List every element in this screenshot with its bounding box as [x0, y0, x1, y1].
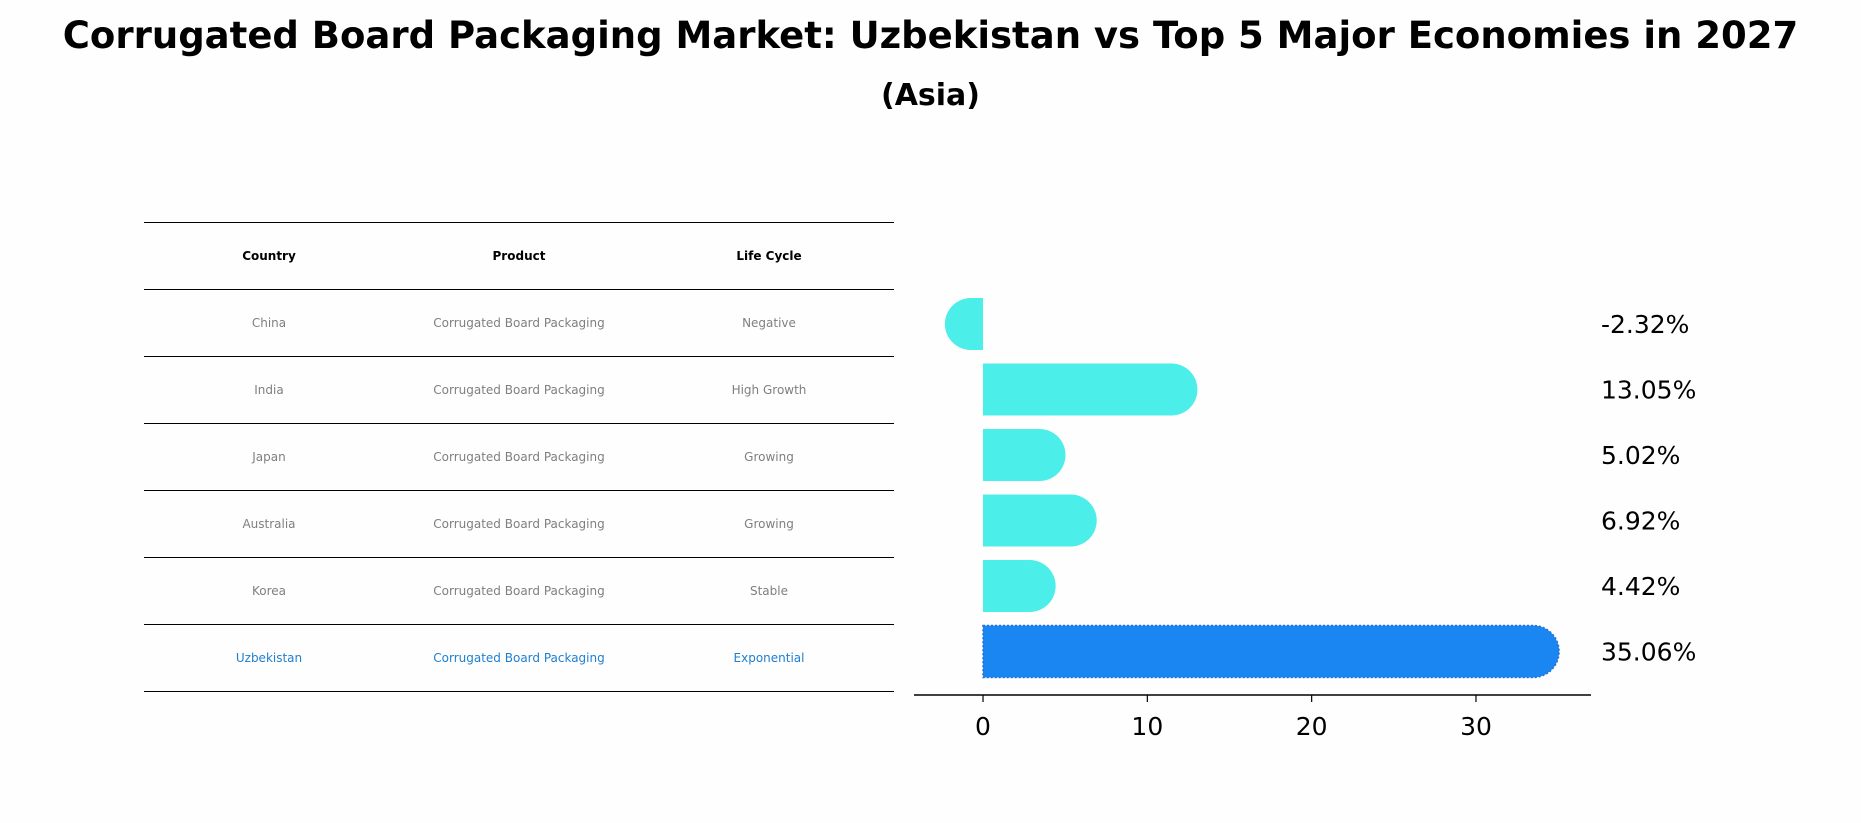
cell-country: Uzbekistan [144, 624, 394, 692]
bar-australia [983, 494, 1097, 547]
table-row: Japan Corrugated Board Packaging Growing [144, 423, 894, 491]
table-row: Australia Corrugated Board Packaging Gro… [144, 490, 894, 558]
cell-life-cycle: Growing [644, 423, 894, 491]
cell-product: Corrugated Board Packaging [394, 624, 644, 692]
header-product: Product [394, 222, 644, 290]
cell-country: India [144, 356, 394, 424]
header-life-cycle: Life Cycle [644, 222, 894, 290]
value-label: -2.32% [1601, 310, 1689, 339]
table-row: Korea Corrugated Board Packaging Stable [144, 557, 894, 625]
cell-product: Corrugated Board Packaging [394, 356, 644, 424]
cell-life-cycle: Growing [644, 490, 894, 558]
table-header-row: Country Product Life Cycle [144, 222, 894, 290]
cell-life-cycle: Exponential [644, 624, 894, 692]
cell-life-cycle: Stable [644, 557, 894, 625]
bar-japan [983, 429, 1066, 481]
value-label: 4.42% [1601, 572, 1680, 601]
bar-korea [983, 560, 1056, 612]
cell-country: Australia [144, 490, 394, 558]
x-tick-label: 20 [1296, 712, 1328, 741]
value-label: 13.05% [1601, 376, 1696, 405]
cell-country: Korea [144, 557, 394, 625]
x-tick-label: 10 [1131, 712, 1163, 741]
cell-product: Corrugated Board Packaging [394, 289, 644, 357]
cell-country: China [144, 289, 394, 357]
chart-subtitle: (Asia) [880, 78, 981, 113]
bar-india [983, 363, 1198, 416]
value-label: 6.92% [1601, 507, 1680, 536]
chart-title: Corrugated Board Packaging Market: Uzbek… [62, 14, 1799, 57]
table-row-highlight: Uzbekistan Corrugated Board Packaging Ex… [144, 624, 894, 692]
cell-product: Corrugated Board Packaging [394, 423, 644, 491]
x-tick-label: 0 [975, 712, 991, 741]
table-row: India Corrugated Board Packaging High Gr… [144, 356, 894, 424]
bar-uzbekistan [982, 624, 1560, 679]
cell-product: Corrugated Board Packaging [394, 490, 644, 558]
value-label: 5.02% [1601, 441, 1680, 470]
value-label: 35.06% [1601, 638, 1696, 667]
cell-product: Corrugated Board Packaging [394, 557, 644, 625]
cell-country: Japan [144, 423, 394, 491]
table-row: China Corrugated Board Packaging Negativ… [144, 289, 894, 357]
x-tick-label: 30 [1460, 712, 1492, 741]
market-table: Country Product Life Cycle China Corruga… [144, 222, 894, 692]
header-country: Country [144, 222, 394, 290]
bar-china [944, 298, 984, 350]
cell-life-cycle: Negative [644, 289, 894, 357]
cell-life-cycle: High Growth [644, 356, 894, 424]
